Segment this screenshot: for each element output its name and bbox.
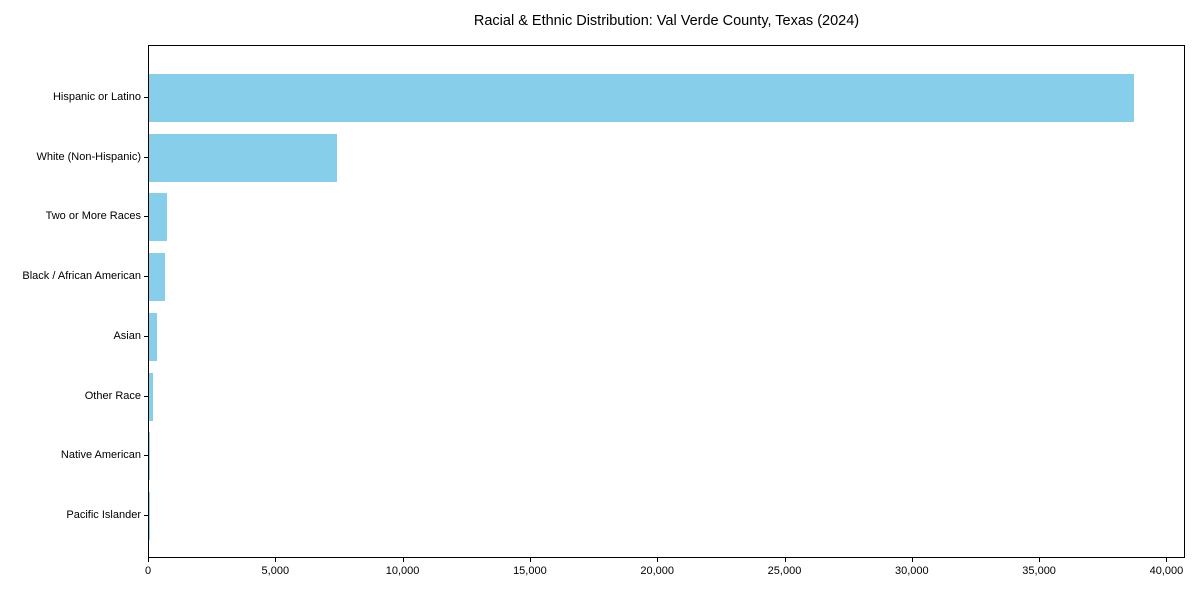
y-axis-category-label: Pacific Islander: [66, 508, 141, 521]
y-axis-category-label: Hispanic or Latino: [52, 91, 141, 103]
y-axis-category-label: Black / African American: [22, 270, 141, 283]
x-axis-tick-label: 20,000: [640, 565, 675, 577]
y-axis-tick-mark: [144, 455, 148, 457]
x-axis-tick-mark: [784, 558, 786, 562]
x-axis-tick-mark: [657, 558, 659, 562]
x-axis-tick-mark: [402, 558, 404, 562]
y-axis-tick-mark: [144, 216, 148, 218]
bar-two-or-more-races: [149, 193, 167, 242]
plot-area: [148, 45, 1185, 558]
bar-white-non-hispanic: [149, 133, 338, 182]
y-axis-tick-mark: [144, 514, 148, 516]
y-axis-tick-mark: [144, 276, 148, 278]
x-axis-tick-label: 25,000: [767, 565, 802, 577]
x-axis-tick-mark: [1166, 558, 1168, 562]
y-axis-tick-mark: [144, 395, 148, 397]
y-axis-category-label: Asian: [113, 329, 141, 342]
x-axis-tick-label: 10,000: [385, 565, 420, 577]
x-axis-tick-mark: [148, 558, 149, 562]
bar-asian: [149, 312, 158, 361]
x-axis-tick-mark: [911, 558, 913, 562]
x-axis-tick-label: 5,000: [261, 565, 290, 577]
chart-title: Racial & Ethnic Distribution: Val Verde …: [473, 13, 860, 29]
bar-native-american: [149, 432, 151, 481]
x-axis-tick-mark: [529, 558, 531, 562]
x-axis-tick-mark: [275, 558, 277, 562]
x-axis-tick-label: 15,000: [513, 565, 547, 577]
y-axis-category-label: Other Race: [84, 389, 141, 402]
y-axis-category-label: White (Non-Hispanic): [36, 150, 141, 163]
x-axis-tick-label: 0: [144, 565, 152, 577]
bar-black-african-american: [149, 253, 165, 302]
x-axis-tick-label: 40,000: [1149, 565, 1184, 577]
bar-hispanic-or-latino: [149, 74, 1135, 122]
x-axis-tick-label: 30,000: [894, 565, 929, 577]
y-axis-tick-mark: [144, 335, 148, 337]
x-axis-tick-label: 35,000: [1022, 565, 1056, 577]
x-axis-tick-mark: [1039, 558, 1041, 562]
y-axis-tick-mark: [144, 156, 148, 158]
bar-other-race: [149, 372, 153, 421]
y-axis-category-label: Two or More Races: [45, 210, 141, 223]
y-axis-category-label: Native American: [60, 449, 141, 462]
y-axis-tick-mark: [144, 97, 148, 98]
